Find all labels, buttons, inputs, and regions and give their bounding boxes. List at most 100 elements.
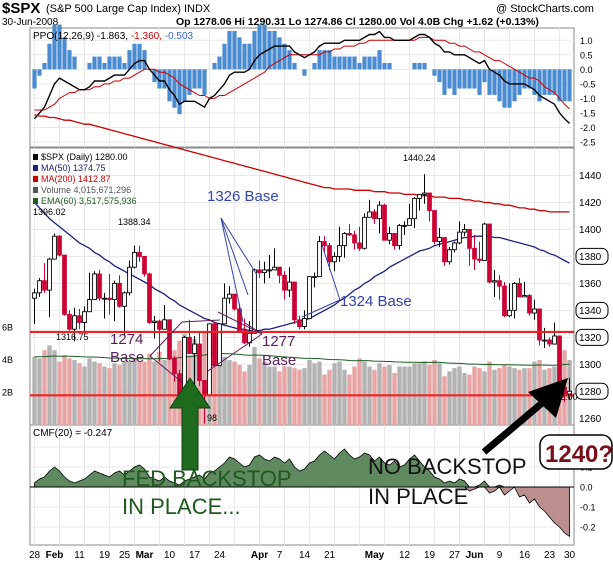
x-axis-label: 28 (29, 550, 41, 561)
volume-bar (442, 376, 447, 425)
candle-body (422, 192, 427, 195)
candle-body (57, 235, 62, 256)
ppo-histogram-bar (182, 69, 187, 102)
ppo-histogram-bar (472, 69, 477, 89)
ppo-histogram-bar (137, 43, 142, 70)
candle-body (242, 330, 247, 344)
value-label-1388: 1388.34 (118, 217, 151, 227)
candle-body (302, 318, 307, 327)
cmf-positive-area (34, 448, 570, 488)
quote-line: Op 1278.06 Hi 1290.31 Lo 1274.86 Cl 1280… (176, 16, 539, 28)
ppo-histogram-bar (452, 69, 457, 95)
x-axis-label: 14 (299, 550, 311, 561)
ppo-histogram-bar (337, 56, 342, 70)
ppo-histogram-bar (357, 62, 362, 70)
annotation-1277-pointer (217, 311, 263, 335)
candle-body (82, 311, 87, 323)
candle-body (257, 269, 262, 274)
ppo-histogram-bar (157, 69, 162, 89)
ticker-symbol: $SPX (2, 0, 41, 17)
volume-bar (517, 369, 522, 425)
price-tick-label: 1420 (579, 198, 602, 209)
ppo-histogram-bar (212, 62, 217, 70)
volume-bar (152, 361, 157, 425)
ppo-histogram-bar (372, 56, 377, 70)
candle-body (282, 274, 287, 291)
volume-bar (77, 363, 82, 425)
ppo-histogram-bar (442, 69, 447, 95)
volume-bar (122, 361, 127, 425)
volume-bar (347, 374, 352, 425)
candle-body (217, 323, 222, 367)
candle-body (502, 285, 507, 317)
ppo-histogram-bar (352, 56, 357, 70)
cmf-tick-label: 0.0 (580, 483, 593, 493)
volume-bar (322, 374, 327, 425)
volume-bar (292, 368, 297, 425)
candle-body (137, 251, 142, 257)
candle-body (497, 280, 502, 287)
candle-body (482, 223, 487, 261)
candle-body (277, 266, 282, 276)
target-1240-box (539, 434, 613, 470)
candle-body (522, 295, 527, 298)
ppo-histogram-bar (492, 69, 497, 95)
candle-body (372, 211, 377, 220)
candle-body (102, 297, 107, 300)
ppo-tick-label: -2.0 (580, 123, 596, 133)
ppo-histogram-bar (487, 69, 492, 95)
volume-bar (167, 355, 172, 425)
volume-bar (107, 368, 112, 425)
volume-bar (467, 374, 472, 425)
volume-bar (222, 356, 227, 425)
candle-body (322, 241, 327, 247)
ppo-histogram-bar (562, 69, 567, 102)
volume-bar (257, 358, 262, 425)
ppo-histogram-bar (42, 62, 47, 70)
ppo-histogram-bar (437, 69, 442, 83)
candle-body (552, 335, 557, 345)
candle-body (432, 210, 437, 243)
cmf-negative-area (34, 486, 570, 538)
candle-body (267, 269, 272, 272)
x-axis-label: 19 (99, 550, 111, 561)
candle-body (52, 235, 57, 260)
volume-bar (217, 338, 222, 425)
legend-swatch (33, 154, 38, 160)
volume-bar (157, 351, 162, 425)
x-axis-label: 19 (424, 550, 436, 561)
ppo-histogram-bar (287, 50, 292, 70)
ppo-histogram-bar (432, 69, 437, 76)
candle-body (112, 282, 117, 301)
ppo-histogram-bar (412, 62, 417, 70)
volume-bar (377, 363, 382, 425)
candle-body (37, 280, 42, 294)
volume-bar (447, 371, 452, 425)
candle-body (157, 320, 162, 330)
candle-body (272, 266, 277, 271)
ppo-histogram-bar (322, 50, 327, 70)
volume-tick-label: 6B (2, 323, 13, 333)
annotation-1324-base: 1324 Base (340, 293, 412, 310)
candle-body (117, 282, 122, 307)
volume-bar (52, 350, 57, 425)
volume-bar (212, 340, 217, 425)
ppo-tick-label: -0.5 (580, 79, 596, 89)
annotation-1326-pointer (220, 217, 258, 276)
volume-bar (412, 363, 417, 425)
candle-body (332, 255, 337, 263)
ppo-histogram-bar (342, 56, 347, 70)
ppo-histogram-bar (447, 69, 452, 89)
ppo-tick-label: 0.5 (580, 50, 593, 60)
candle-body (462, 228, 467, 233)
ppo-histogram-bar (202, 69, 207, 95)
volume-bar (392, 373, 397, 425)
value-label-1316: 1316.75 (56, 332, 89, 342)
ppo-histogram-bar (127, 50, 132, 70)
candle-body (32, 292, 37, 299)
candle-body (107, 297, 112, 301)
ppo-histogram-bar (302, 69, 307, 76)
ppo-histogram-bar (317, 50, 322, 70)
ppo-histogram-bar (262, 24, 267, 70)
price-legend-item: MA(200) 1412.87 (41, 174, 111, 184)
